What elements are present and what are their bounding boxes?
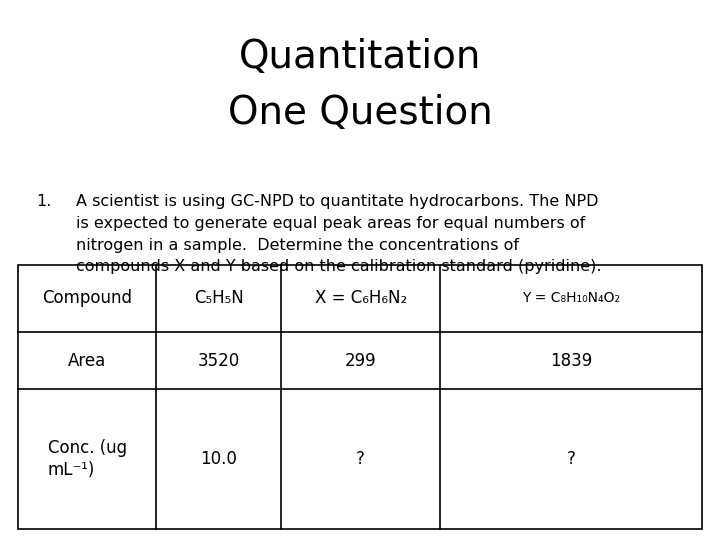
Text: Y = C₈H₁₀N₄O₂: Y = C₈H₁₀N₄O₂: [522, 292, 620, 305]
Text: 1.: 1.: [36, 194, 51, 210]
Text: ?: ?: [356, 450, 365, 468]
Text: ?: ?: [567, 450, 575, 468]
Text: Quantitation: Quantitation: [239, 38, 481, 76]
Text: A scientist is using GC-NPD to quantitate hydrocarbons. The NPD
is expected to g: A scientist is using GC-NPD to quantitat…: [76, 194, 601, 274]
Text: Compound: Compound: [42, 289, 132, 307]
Text: Conc. (ug
mL⁻¹): Conc. (ug mL⁻¹): [48, 439, 127, 479]
Text: 299: 299: [345, 352, 377, 369]
Text: One Question: One Question: [228, 94, 492, 132]
Text: Area: Area: [68, 352, 107, 369]
Bar: [18, 265, 702, 529]
Text: C₅H₅N: C₅H₅N: [194, 289, 243, 307]
Text: 3520: 3520: [197, 352, 240, 369]
Text: 1839: 1839: [550, 352, 592, 369]
Text: X = C₆H₆N₂: X = C₆H₆N₂: [315, 289, 407, 307]
Text: 10.0: 10.0: [200, 450, 237, 468]
